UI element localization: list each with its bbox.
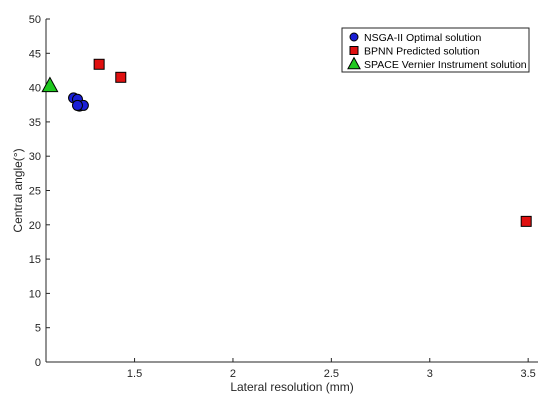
y-tick-label: 25 [29, 186, 41, 198]
y-tick-label: 30 [29, 151, 41, 163]
legend-box [341, 27, 530, 73]
y-axis-label: Central angle(°) [11, 148, 25, 232]
legend-entry-label: BPNN Predicted solution [364, 46, 480, 58]
y-tick-label: 45 [29, 48, 41, 60]
y-tick-label: 40 [29, 83, 41, 95]
legend-circle-marker [349, 32, 359, 42]
data-points [41, 58, 532, 227]
y-tick-label: 5 [35, 323, 41, 335]
legend: NSGA-II Optimal solution BPNN Predicted s… [341, 27, 530, 73]
legend-entry-label: SPACE Vernier Instrument solution [364, 59, 527, 71]
x-tick-label: 3.5 [521, 368, 536, 380]
square-data-point [93, 58, 105, 70]
legend-entry-label: NSGA-II Optimal solution [364, 32, 481, 44]
x-axis-label: Lateral resolution (mm) [230, 380, 353, 394]
y-tick-label: 0 [35, 357, 41, 369]
axes: 1.5 2 2.5 3 3.5 0 5 10 15 20 25 30 35 40 45 50 [29, 14, 538, 380]
triangle-data-point [41, 76, 59, 93]
square-data-point [520, 215, 532, 227]
y-tick-label: 50 [29, 14, 41, 26]
circle-data-point [71, 99, 83, 111]
x-tick-label: 1.5 [127, 368, 142, 380]
y-tick-label: 15 [29, 254, 41, 266]
x-tick-label: 3 [427, 368, 433, 380]
x-tick-label: 2 [230, 368, 236, 380]
y-tick-label: 10 [29, 288, 41, 300]
y-tick-label: 35 [29, 117, 41, 129]
legend-square-marker [349, 46, 359, 55]
plot-area [46, 19, 538, 362]
y-tick-label: 20 [29, 220, 41, 232]
square-data-point [115, 71, 127, 83]
legend-triangle-marker [347, 56, 361, 70]
x-tick-label: 2.5 [324, 368, 339, 380]
